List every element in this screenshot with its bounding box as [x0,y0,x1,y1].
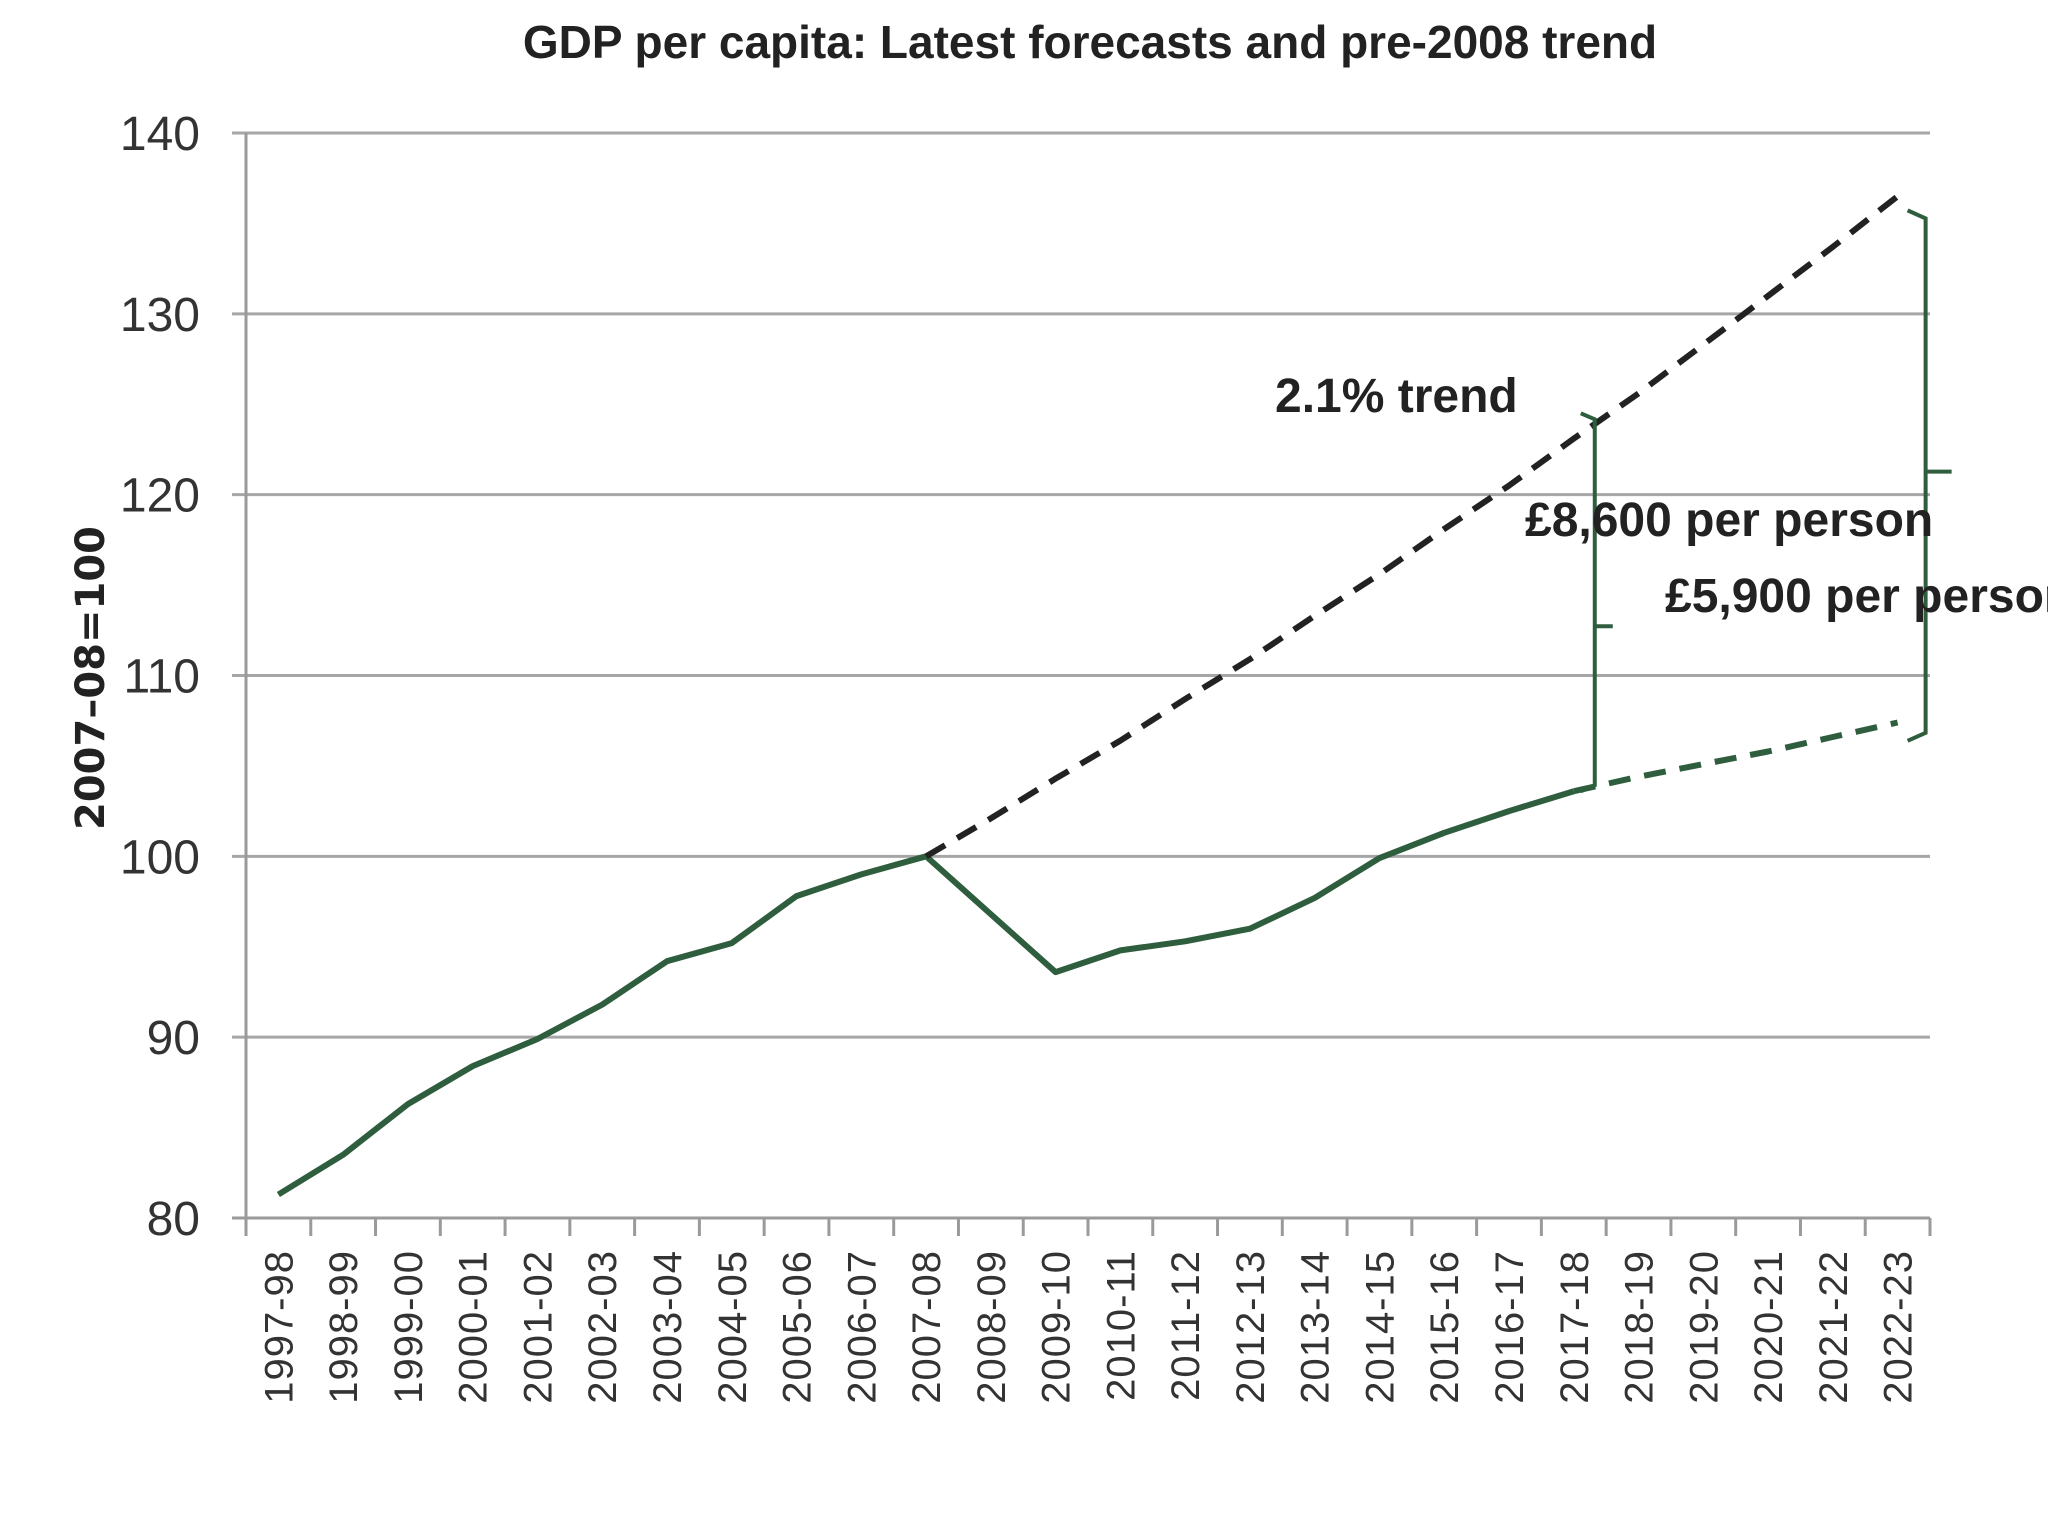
x-tick-2009-10: 2009-10 [1035,1250,1079,1404]
x-tick-2020-21: 2020-21 [1747,1250,1791,1404]
series-2-1-trend [924,193,1900,859]
trend-label: 2.1% trend [1275,370,1518,423]
series-outturn [276,788,1575,1198]
x-tick-2014-15: 2014-15 [1358,1250,1402,1404]
y-tick-130: 130 [120,289,200,342]
x-tick-2016-17: 2016-17 [1488,1250,1532,1404]
x-tick-1997-98: 1997-98 [257,1250,301,1404]
y-axis-label: 2007–08=100 [68,526,114,830]
x-tick-2000-01: 2000-01 [452,1250,496,1404]
x-tick-2017-18: 2017-18 [1553,1250,1597,1404]
x-tick-2011-12: 2011-12 [1164,1250,1208,1401]
gridlines [232,131,1930,1220]
y-tick-90: 90 [147,1012,200,1065]
y-tick-80: 80 [147,1193,200,1246]
x-tick-2010-11: 2010-11 [1099,1250,1143,1401]
x-tick-2013-14: 2013-14 [1294,1250,1338,1404]
x-tick-2008-09: 2008-09 [970,1250,1014,1404]
y-tick-110: 110 [123,651,200,704]
gap-brackets [1579,208,1952,794]
x-tick-2018-19: 2018-19 [1618,1250,1662,1404]
x-tick-2004-05: 2004-05 [711,1250,755,1404]
y-tick-100: 100 [120,831,200,884]
gap-2022-23-label: £5,900 per person [1665,570,2048,623]
x-tick-2015-16: 2015-16 [1423,1250,1467,1404]
x-tick-2001-02: 2001-02 [516,1250,560,1404]
x-tick-2019-20: 2019-20 [1682,1250,1726,1404]
annotations: 2.1% trend £8,600 per person £5,900 per … [1275,370,2048,623]
x-tick-2022-23: 2022-23 [1877,1250,1921,1404]
axes [244,133,1932,1236]
bracket-2017-18 [1579,411,1613,794]
x-tick-2021-22: 2021-22 [1812,1250,1856,1404]
x-tick-2002-03: 2002-03 [581,1250,625,1404]
gap-2017-18-label: £8,600 per person [1525,494,1933,547]
x-tick-1998-99: 1998-99 [322,1250,366,1404]
x-tick-2006-07: 2006-07 [840,1250,884,1404]
x-tick-2012-13: 2012-13 [1229,1250,1273,1404]
series-forecast [1573,719,1899,795]
chart-title: GDP per capita: Latest forecasts and pre… [523,16,1657,68]
x-tick-2005-06: 2005-06 [776,1250,820,1404]
series-lines [276,193,1900,1198]
x-tick-2007-08: 2007-08 [905,1250,949,1404]
x-tick-2003-04: 2003-04 [646,1250,690,1404]
y-tick-140: 140 [120,108,200,161]
bracket-2022-23 [1906,208,1952,743]
x-tick-labels: 1997-98 1998-99 1999-00 2000-01 2001-02 2002-… [257,1250,1920,1404]
x-tick-1999-00: 1999-00 [387,1250,431,1404]
y-tick-120: 120 [120,470,200,523]
y-tick-labels: 80 90 100 110 120 130 140 [120,108,200,1246]
